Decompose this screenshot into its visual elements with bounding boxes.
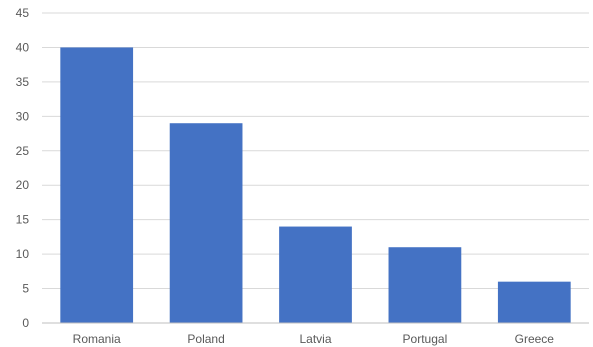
y-tick-label-40: 40 — [16, 40, 30, 54]
y-tick-label-0: 0 — [22, 316, 29, 330]
gridlines — [42, 12, 589, 290]
x-category-label-poland: Poland — [187, 332, 224, 346]
y-tick-label-20: 20 — [16, 178, 30, 192]
x-axis-category-labels: Romania Poland Latvia Portugal Greece — [73, 332, 555, 346]
y-axis-tick-labels: 0 5 10 15 20 25 30 35 40 45 — [16, 6, 30, 330]
bar-romania — [60, 47, 134, 323]
y-tick-label-35: 35 — [16, 75, 30, 89]
y-tick-label-30: 30 — [16, 109, 30, 123]
y-tick-label-45: 45 — [16, 6, 30, 20]
x-category-label-romania: Romania — [73, 332, 121, 346]
y-tick-label-15: 15 — [16, 213, 30, 227]
x-category-label-portugal: Portugal — [403, 332, 448, 346]
y-tick-label-5: 5 — [22, 282, 29, 296]
bar-latvia — [279, 226, 352, 323]
bar-portugal — [388, 247, 462, 323]
x-category-label-latvia: Latvia — [299, 332, 331, 346]
y-tick-label-10: 10 — [16, 247, 30, 261]
bar-poland — [169, 123, 243, 323]
x-category-label-greece: Greece — [515, 332, 555, 346]
y-tick-label-25: 25 — [16, 144, 30, 158]
bars — [60, 47, 571, 323]
bar-greece — [497, 281, 571, 323]
